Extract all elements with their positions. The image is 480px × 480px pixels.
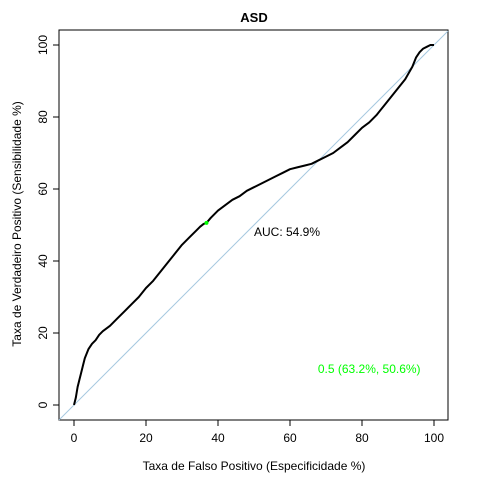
y-tick-label: 40 <box>36 254 50 268</box>
diagonal-reference-line <box>58 30 449 421</box>
x-axis-label: Taxa de Falso Positivo (Especificidade %… <box>143 459 366 473</box>
x-tick-label: 0 <box>71 431 78 445</box>
y-tick-label: 80 <box>36 110 50 124</box>
auc-annotation: AUC: 54.9% <box>254 225 320 239</box>
y-tick-label: 20 <box>36 326 50 340</box>
threshold-annotation: 0.5 (63.2%, 50.6%) <box>318 362 421 376</box>
y-axis: 0 20 40 60 80 100 <box>36 35 59 408</box>
threshold-point <box>204 220 209 225</box>
x-tick-label: 60 <box>283 431 297 445</box>
x-tick-label: 20 <box>139 431 153 445</box>
chart-title: ASD <box>240 10 267 25</box>
y-tick-label: 0 <box>36 401 50 408</box>
x-tick-label: 40 <box>211 431 225 445</box>
plot-frame <box>58 29 449 421</box>
y-tick-label: 100 <box>36 35 50 55</box>
y-tick-label: 60 <box>36 182 50 196</box>
y-axis-label: Taxa de Verdadeiro Positivo (Sensibilida… <box>10 101 24 346</box>
x-tick-label: 80 <box>355 431 369 445</box>
x-axis: 0 20 40 60 80 100 <box>71 420 444 445</box>
roc-curve <box>73 44 434 406</box>
x-tick-label: 100 <box>424 431 444 445</box>
